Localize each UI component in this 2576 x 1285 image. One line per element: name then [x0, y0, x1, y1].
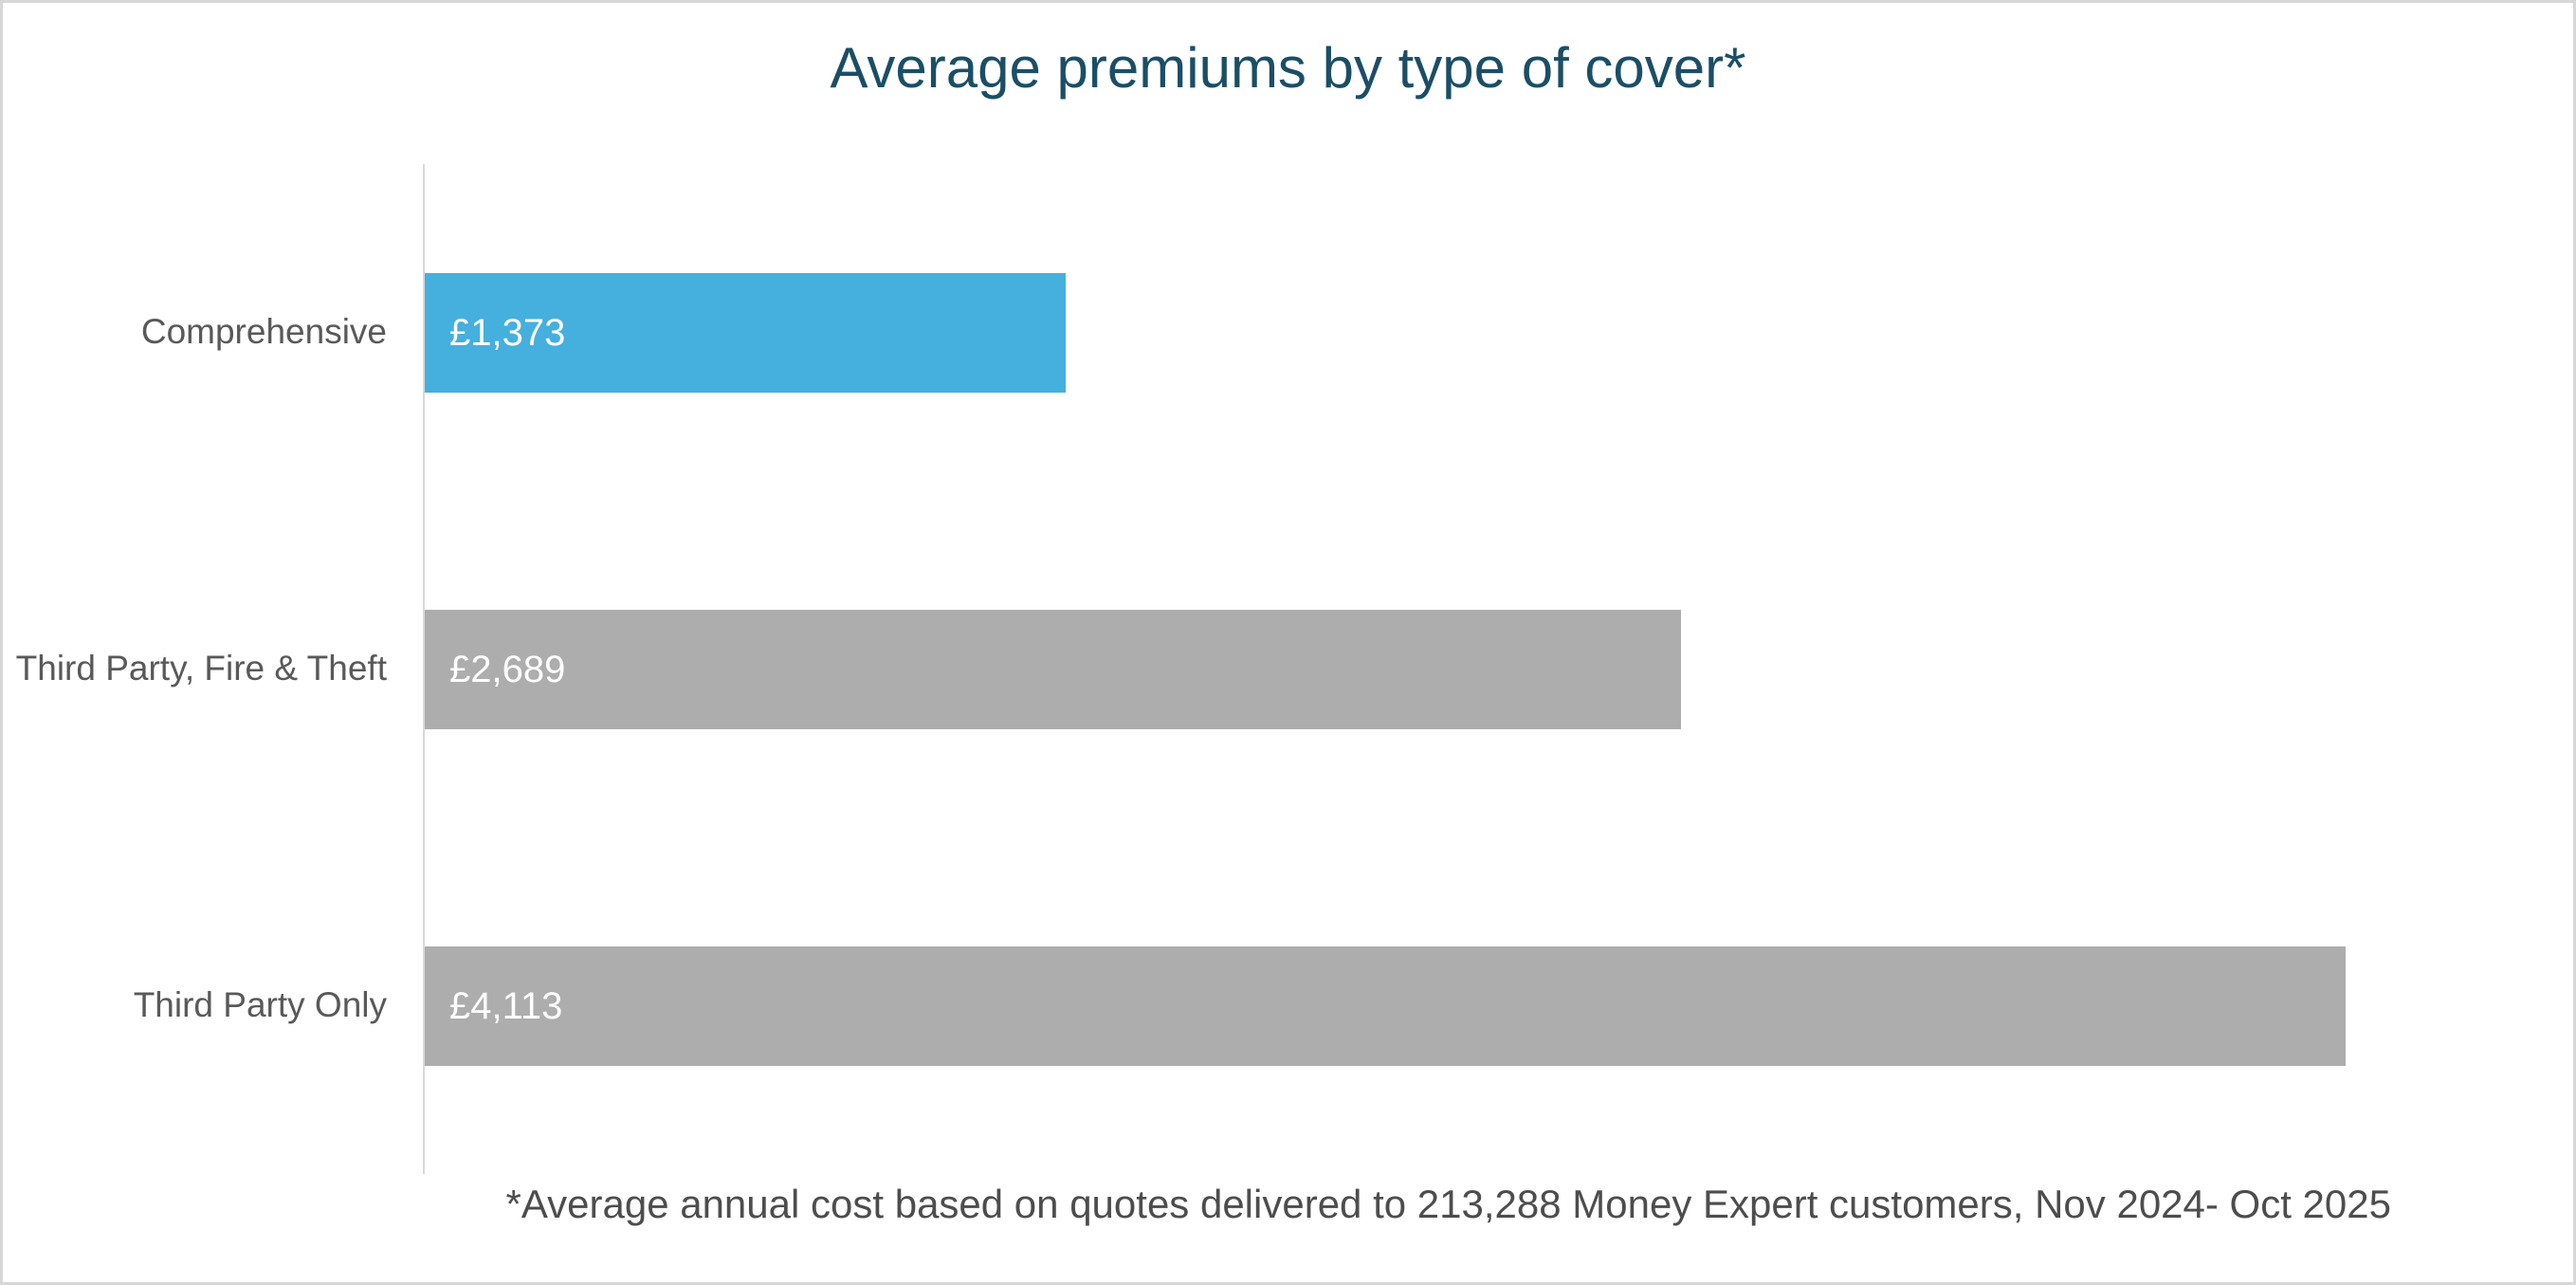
- value-label-third-party-only: £4,113: [449, 984, 563, 1027]
- label-band: Third Party Only: [3, 837, 423, 1174]
- plot-area: Comprehensive Third Party, Fire & Theft …: [3, 164, 2573, 1174]
- bar-band: £2,689: [425, 501, 2573, 837]
- bar-band: £4,113: [425, 837, 2573, 1174]
- bar-band: £1,373: [425, 164, 2573, 501]
- y-axis-line: [423, 164, 425, 1174]
- label-band: Comprehensive: [3, 164, 423, 501]
- bars-area: £1,373 £2,689 £4,113: [425, 164, 2573, 1174]
- chart-title: Average premiums by type of cover*: [830, 36, 1746, 100]
- bar-third-party-only: £4,113: [425, 945, 2347, 1066]
- bar-comprehensive: £1,373: [425, 272, 1067, 393]
- category-label-third-party-only: Third Party Only: [133, 985, 387, 1025]
- category-axis-labels: Comprehensive Third Party, Fire & Theft …: [3, 164, 423, 1174]
- value-label-third-party-fire-theft: £2,689: [449, 648, 566, 690]
- category-label-comprehensive: Comprehensive: [140, 312, 387, 352]
- category-label-third-party-fire-theft: Third Party, Fire & Theft: [15, 649, 387, 688]
- value-label-comprehensive: £1,373: [449, 311, 566, 354]
- bar-third-party-fire-theft: £2,689: [425, 609, 1681, 729]
- chart-footnote: *Average annual cost based on quotes del…: [505, 1182, 2391, 1226]
- label-band: Third Party, Fire & Theft: [3, 501, 423, 837]
